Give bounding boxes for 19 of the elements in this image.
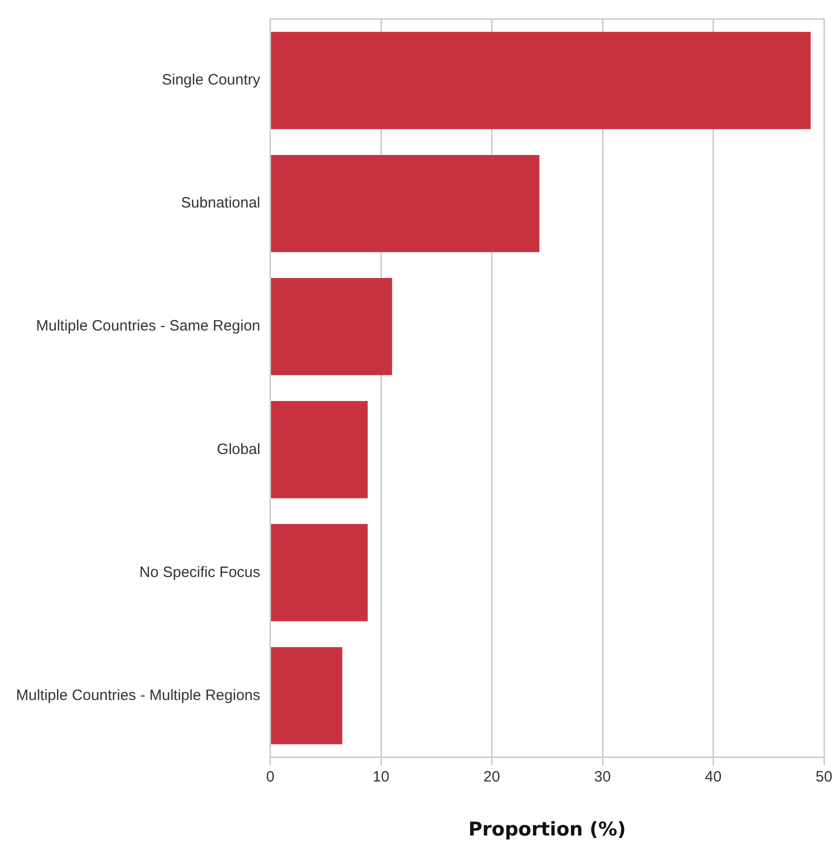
x-tick-label: 10 bbox=[372, 768, 390, 786]
y-tick-label: Multiple Countries - Multiple Regions bbox=[16, 686, 260, 704]
x-axis-title: Proportion (%) bbox=[468, 818, 626, 841]
bar bbox=[271, 401, 368, 498]
bar bbox=[271, 524, 368, 622]
x-tick-label: 0 bbox=[266, 768, 274, 786]
y-tick-label: Multiple Countries - Same Region bbox=[36, 318, 260, 335]
bar bbox=[271, 647, 342, 744]
x-tick-label: 40 bbox=[704, 768, 722, 786]
bar bbox=[271, 154, 540, 252]
y-tick-label: Single Country bbox=[162, 72, 261, 89]
bar bbox=[271, 32, 811, 130]
y-tick-label: Subnational bbox=[181, 194, 260, 212]
y-tick-label: No Specific Focus bbox=[139, 564, 260, 581]
x-tick-label: 50 bbox=[816, 768, 832, 786]
bar bbox=[271, 278, 392, 376]
x-tick-label: 30 bbox=[594, 768, 611, 786]
y-tick-label: Global bbox=[216, 440, 260, 458]
x-tick-label: 20 bbox=[483, 768, 500, 786]
